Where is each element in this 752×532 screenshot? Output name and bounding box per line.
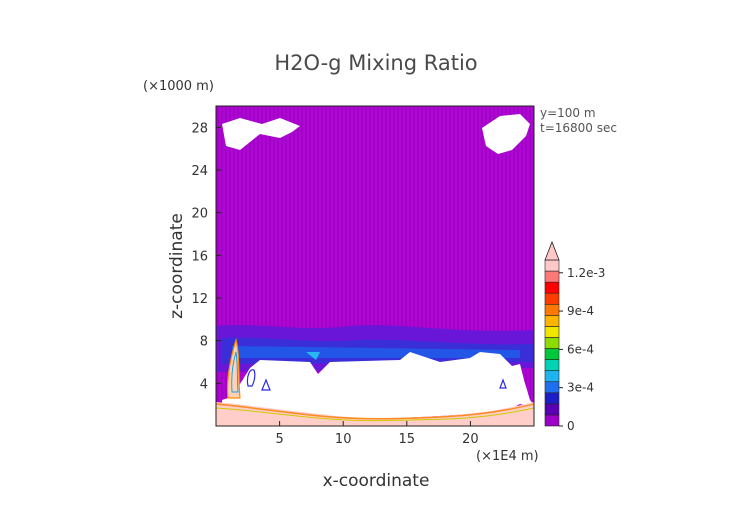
colorbar-tick-label: 6e-4 bbox=[567, 342, 594, 356]
x-axis-label: x-coordinate bbox=[323, 471, 430, 491]
x-tick-label: 15 bbox=[399, 432, 416, 447]
colorbar-segment bbox=[544, 337, 560, 349]
x-axis-ticks: 5 10 15 20 bbox=[275, 421, 479, 447]
annotation-y: y=100 m bbox=[540, 106, 596, 120]
plume-small-a bbox=[246, 369, 256, 387]
plot-frame bbox=[215, 105, 535, 427]
plume-right bbox=[499, 378, 507, 389]
colorbar-segment bbox=[544, 370, 560, 383]
colorbar-segment bbox=[544, 403, 560, 416]
x-unit-label: (×1E4 m) bbox=[476, 449, 539, 464]
colorbar-segment bbox=[544, 292, 560, 305]
y-tick-label: 8 bbox=[200, 335, 208, 350]
colorbar-segment bbox=[544, 259, 560, 272]
colorbar-tick-label: 9e-4 bbox=[567, 304, 594, 318]
annotation-t: t=16800 sec bbox=[540, 121, 617, 135]
plot-area bbox=[215, 105, 535, 427]
y-tick-label: 16 bbox=[191, 249, 208, 264]
y-tick-label: 20 bbox=[191, 207, 208, 222]
surface-contour-yellow bbox=[215, 407, 535, 422]
y-tick-label: 28 bbox=[191, 121, 208, 136]
colorbar-segment bbox=[544, 392, 560, 405]
colorbar-extend-arrow bbox=[544, 240, 560, 261]
colorbar: 0 3e-4 6e-4 9e-4 1.2e-3 bbox=[544, 240, 605, 433]
y-axis-label: z-coordinate bbox=[167, 213, 187, 319]
y-unit-label: (×1000 m) bbox=[143, 79, 214, 94]
plume-left-inner bbox=[231, 351, 239, 393]
colorbar-segment bbox=[544, 281, 560, 294]
colorbar-tick-label: 3e-4 bbox=[567, 381, 594, 395]
plume-small-b bbox=[261, 378, 271, 391]
y-tick-label: 24 bbox=[191, 164, 208, 179]
colorbar-segment bbox=[544, 348, 560, 360]
x-tick-label: 10 bbox=[335, 432, 352, 447]
y-tick-label: 4 bbox=[200, 377, 208, 392]
moist-band-inner bbox=[232, 346, 520, 358]
x-tick-label: 20 bbox=[462, 432, 479, 447]
colorbar-segment bbox=[544, 414, 560, 427]
x-tick-label: 5 bbox=[275, 432, 283, 447]
colorbar-segment bbox=[544, 359, 560, 371]
colorbar-segment bbox=[544, 381, 560, 394]
colorbar-segment bbox=[544, 315, 560, 327]
colorbar-segment bbox=[544, 270, 560, 283]
colorbar-segment bbox=[544, 303, 560, 316]
chart-title: H2O-g Mixing Ratio bbox=[274, 51, 477, 75]
surface-layer-pink bbox=[216, 402, 534, 426]
colorbar-tick-label: 0 bbox=[567, 419, 575, 433]
colorbar-tick-label: 1.2e-3 bbox=[567, 266, 605, 280]
plume-left bbox=[226, 337, 241, 399]
moist-band-highlight bbox=[306, 352, 320, 360]
colorbar-segment bbox=[544, 326, 560, 338]
surface-contour-orange bbox=[215, 403, 535, 420]
y-tick-label: 12 bbox=[191, 292, 208, 307]
upper-white-right bbox=[482, 114, 530, 154]
y-axis-ticks: 4 8 12 16 20 24 28 bbox=[191, 121, 221, 392]
upper-white-left bbox=[222, 118, 300, 150]
dry-region-white bbox=[222, 352, 534, 420]
